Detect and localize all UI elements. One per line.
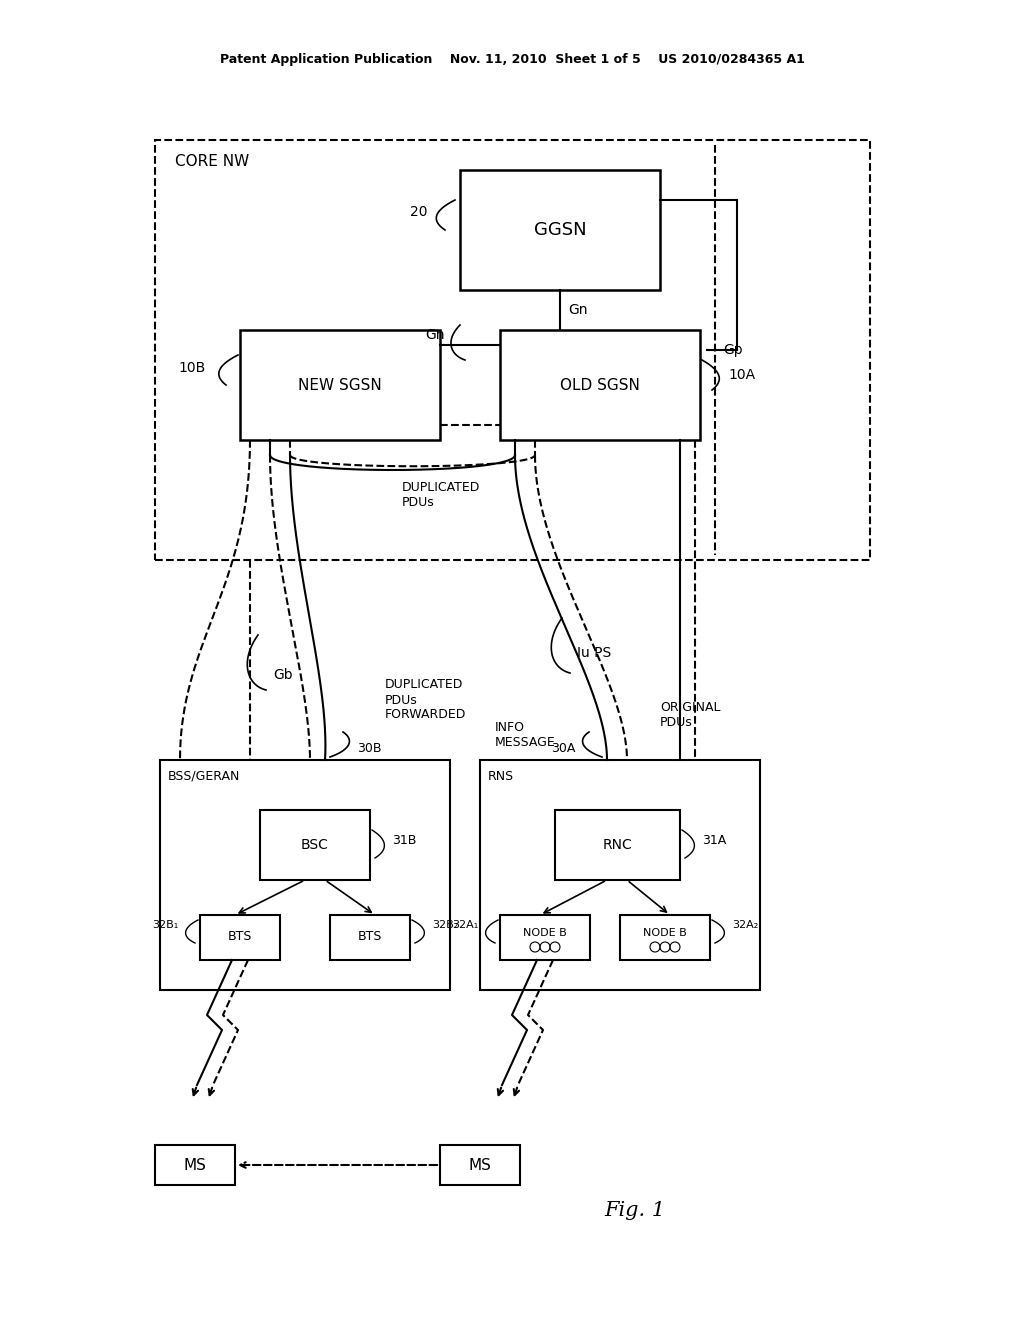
Text: RNC: RNC [602,838,632,851]
Text: Iu PS: Iu PS [577,645,611,660]
FancyBboxPatch shape [555,810,680,880]
FancyBboxPatch shape [160,760,450,990]
Text: CORE NW: CORE NW [175,154,249,169]
FancyBboxPatch shape [620,915,710,960]
FancyBboxPatch shape [260,810,370,880]
FancyBboxPatch shape [500,915,590,960]
Text: Gn: Gn [425,327,444,342]
FancyBboxPatch shape [330,915,410,960]
Text: Gn: Gn [568,304,588,317]
Text: Patent Application Publication    Nov. 11, 2010  Sheet 1 of 5    US 2010/0284365: Patent Application Publication Nov. 11, … [219,54,805,66]
Text: BTS: BTS [227,931,252,944]
Text: 20: 20 [410,205,427,219]
FancyBboxPatch shape [480,760,760,990]
Text: 32B₂: 32B₂ [432,920,459,931]
Text: MS: MS [469,1158,492,1172]
FancyBboxPatch shape [155,140,870,560]
FancyBboxPatch shape [155,1144,234,1185]
Text: 10A: 10A [728,368,755,381]
FancyBboxPatch shape [460,170,660,290]
Text: OLD SGSN: OLD SGSN [560,378,640,392]
Text: BSC: BSC [301,838,329,851]
Text: NODE B: NODE B [643,928,687,939]
FancyBboxPatch shape [500,330,700,440]
Text: BTS: BTS [357,931,382,944]
Text: Gb: Gb [273,668,293,682]
Text: INFO
MESSAGE: INFO MESSAGE [495,721,556,748]
FancyBboxPatch shape [240,330,440,440]
Text: ORIGINAL
PDUs: ORIGINAL PDUs [660,701,721,729]
Text: RNS: RNS [488,770,514,783]
Text: 32A₂: 32A₂ [732,920,758,931]
Text: 31A: 31A [702,833,726,846]
Text: Fig. 1: Fig. 1 [604,1200,666,1220]
Text: NODE B: NODE B [523,928,567,939]
Text: Gp: Gp [723,343,742,356]
FancyBboxPatch shape [200,915,280,960]
Text: NEW SGSN: NEW SGSN [298,378,382,392]
Text: 30B: 30B [357,742,382,755]
Text: 32A₁: 32A₁ [452,920,478,931]
Text: DUPLICATED
PDUs: DUPLICATED PDUs [402,480,480,510]
Text: BSS/GERAN: BSS/GERAN [168,770,241,783]
Text: MS: MS [183,1158,207,1172]
Text: 31B: 31B [392,833,417,846]
Text: DUPLICATED
PDUs
FORWARDED: DUPLICATED PDUs FORWARDED [385,678,466,722]
FancyBboxPatch shape [440,1144,520,1185]
Text: GGSN: GGSN [534,220,587,239]
Text: 10B: 10B [178,360,205,375]
Text: 30A: 30A [551,742,575,755]
Text: 32B₁: 32B₁ [152,920,178,931]
